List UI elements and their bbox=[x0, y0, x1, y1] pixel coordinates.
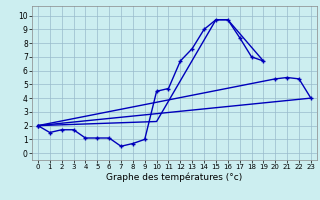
X-axis label: Graphe des températures (°c): Graphe des températures (°c) bbox=[106, 173, 243, 182]
